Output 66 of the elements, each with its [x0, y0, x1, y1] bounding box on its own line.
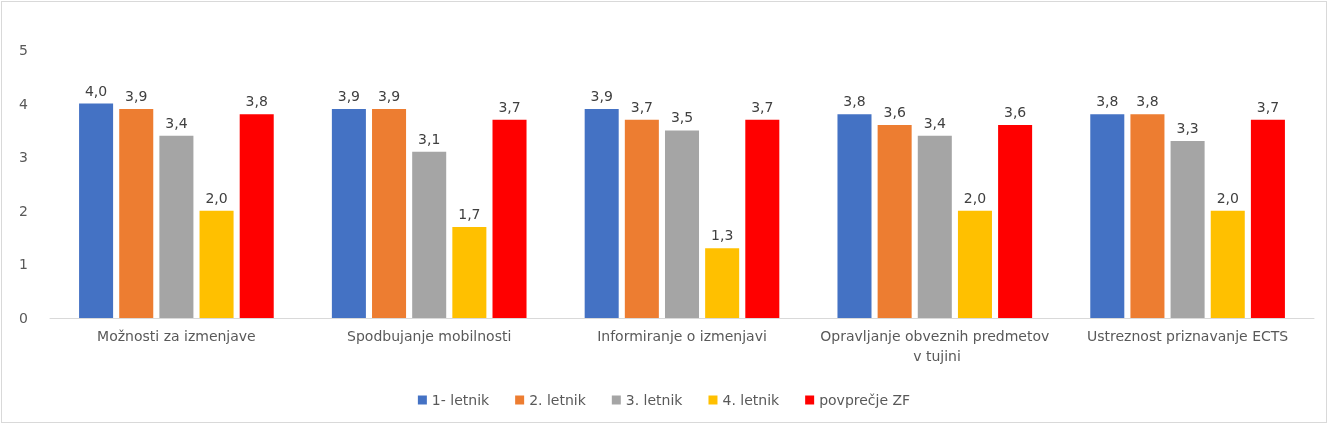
bar	[239, 114, 274, 318]
bar	[199, 210, 234, 318]
data-label: 1,7	[458, 205, 481, 222]
data-label: 2,0	[205, 189, 228, 206]
data-label: 3,7	[1256, 98, 1280, 115]
data-label: 3,6	[883, 104, 906, 121]
bar	[957, 210, 992, 318]
data-label: 4,0	[84, 82, 108, 99]
bar	[917, 135, 952, 318]
bar	[1130, 114, 1165, 318]
data-label: 3,9	[337, 87, 361, 104]
data-label: 3,5	[670, 109, 694, 126]
data-label: 3,7	[630, 98, 653, 115]
bar	[745, 119, 780, 318]
bar	[372, 108, 407, 318]
y-tick-label: 0	[19, 310, 28, 326]
x-tick-label: Opravljanje obveznih predmetov v tujini	[820, 328, 1050, 364]
data-label: 3,1	[418, 130, 441, 147]
bar	[705, 248, 740, 318]
data-label: 3,8	[1096, 93, 1119, 110]
x-tick-label: Možnosti za izmenjave	[97, 328, 256, 344]
bar	[584, 108, 619, 318]
bar	[1170, 141, 1205, 318]
bar	[1210, 210, 1245, 318]
data-label: 3,7	[751, 98, 774, 115]
bar	[331, 108, 366, 318]
data-label: 3,9	[590, 87, 613, 104]
x-tick-label: Ustreznost priznavanje ECTS	[1087, 328, 1289, 344]
y-tick-label: 1	[19, 256, 28, 273]
bar	[1090, 114, 1125, 318]
data-label: 3,4	[923, 114, 947, 131]
data-label: 3,9	[125, 87, 148, 104]
bar	[664, 130, 700, 318]
data-label: 3,8	[245, 93, 268, 110]
bar	[1250, 119, 1285, 318]
legend-label: povprečje ZF	[819, 392, 911, 408]
data-label: 3,6	[1003, 104, 1027, 121]
data-label: 3,4	[165, 114, 188, 131]
x-tick-label: Informiranje o izmenjavi	[597, 328, 767, 344]
data-label: 3,9	[377, 87, 401, 104]
bar	[492, 119, 527, 318]
data-label: 3,7	[498, 98, 521, 115]
legend-label: 4. letnik	[722, 392, 781, 408]
data-label: 1,3	[711, 227, 734, 244]
y-tick-label: 4	[19, 95, 29, 112]
legend-label: 2. letnik	[529, 392, 587, 408]
data-label: 3,8	[1136, 93, 1159, 110]
bar	[624, 119, 659, 318]
y-tick-label: 2	[19, 202, 28, 219]
bar	[412, 151, 447, 318]
data-label: 3,8	[843, 93, 866, 110]
legend-label: 1- letnik	[431, 392, 491, 408]
bar	[159, 135, 194, 318]
bar	[79, 103, 114, 318]
x-tick-label: Spodbujanje mobilnosti	[347, 328, 512, 344]
bar	[998, 125, 1033, 318]
data-label: 3,3	[1176, 120, 1199, 137]
data-label: 2,0	[1216, 189, 1239, 206]
y-tick-label: 3	[19, 149, 28, 166]
y-tick-label: 5	[19, 42, 28, 58]
legend-label: 3. letnik	[625, 392, 684, 408]
bar	[837, 114, 872, 318]
bar	[119, 108, 154, 318]
data-label: 2,0	[963, 189, 987, 206]
bar	[877, 125, 912, 318]
bar	[452, 226, 487, 318]
